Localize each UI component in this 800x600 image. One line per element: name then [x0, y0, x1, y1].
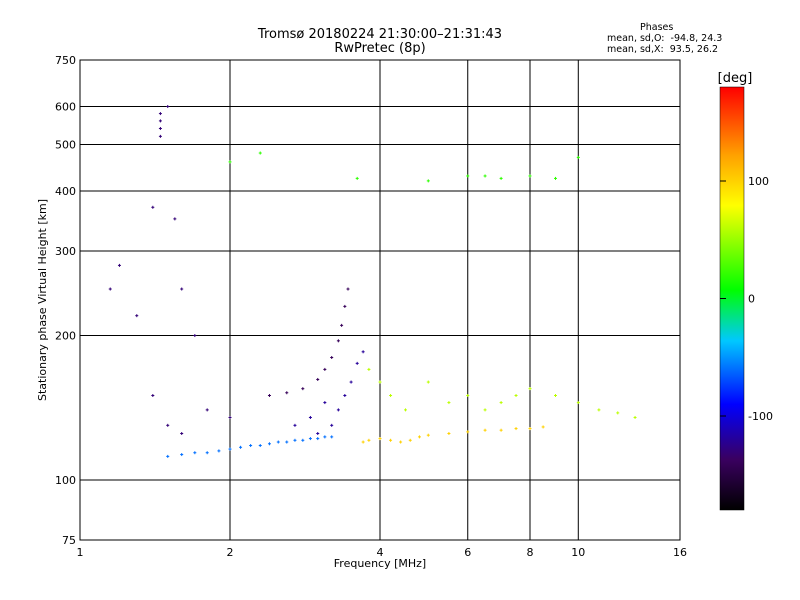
- stats-header: Phases: [640, 22, 674, 33]
- chart-subtitle: RwPretec (8p): [334, 41, 426, 56]
- data-points: [108, 105, 637, 458]
- x-tick-label: 1: [77, 546, 84, 559]
- y-tick-label: 100: [55, 474, 76, 487]
- y-tick-label: 300: [55, 245, 76, 258]
- y-tick-label: 750: [55, 54, 76, 67]
- x-tick-label: 6: [464, 546, 471, 559]
- y-tick-label: 600: [55, 101, 76, 114]
- plot-frame: [79, 59, 681, 541]
- y-axis-label: Stationary phase Virtual Height [km]: [36, 199, 49, 401]
- x-tick-label: 8: [527, 546, 534, 559]
- colorbar-ticks: 100 0 -100: [720, 175, 773, 423]
- x-axis-ticks: 1 2 4 6 8 10 16: [77, 546, 688, 559]
- y-axis-ticks: 75 100 200 300 400 500 600 750: [55, 54, 76, 547]
- x-tick-label: 2: [227, 546, 234, 559]
- stats-line-x: mean, sd,X: 93.5, 26.2: [607, 44, 719, 55]
- y-tick-label: 200: [55, 330, 76, 343]
- x-tick-label: 4: [377, 546, 384, 559]
- y-tick-label: 75: [62, 534, 76, 547]
- colorbar-tick-label: 100: [748, 175, 769, 188]
- grid-lines: [80, 60, 680, 540]
- x-axis-label: Frequency [MHz]: [334, 557, 426, 570]
- y-tick-label: 400: [55, 185, 76, 198]
- x-tick-label: 10: [571, 546, 585, 559]
- y-tick-label: 500: [55, 139, 76, 152]
- colorbar-tick-label: 0: [748, 293, 755, 306]
- x-tick-label: 16: [673, 546, 687, 559]
- colorbar-label: [deg]: [718, 71, 753, 86]
- colorbar-tick-label: -100: [748, 410, 773, 423]
- chart-title: Tromsø 20180224 21:30:00–21:31:43: [257, 27, 503, 42]
- stats-line-o: mean, sd,O: -94.8, 24.3: [607, 33, 723, 44]
